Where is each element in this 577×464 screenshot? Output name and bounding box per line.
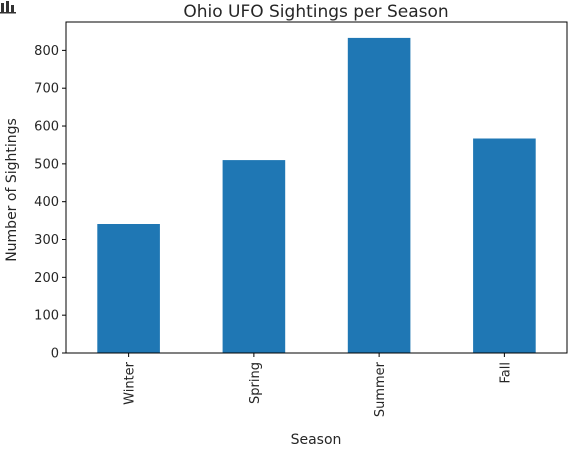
y-tick-label: 100 bbox=[34, 309, 59, 324]
x-tick-label: Winter bbox=[123, 361, 138, 405]
chart-title: Ohio UFO Sightings per Season bbox=[183, 2, 448, 22]
x-tick-label: Spring bbox=[248, 362, 263, 404]
y-tick-label: 200 bbox=[34, 271, 59, 286]
y-tick-label: 400 bbox=[34, 195, 59, 210]
x-axis-ticks: Winter Spring Summer Fall bbox=[123, 353, 513, 417]
bar-summer bbox=[347, 37, 411, 354]
y-axis-label: Number of Sightings bbox=[4, 118, 20, 262]
x-tick-label: Fall bbox=[498, 362, 513, 383]
bar-chart-icon[interactable] bbox=[0, 0, 16, 14]
x-tick-label: Summer bbox=[373, 361, 388, 417]
y-tick-label: 800 bbox=[34, 44, 59, 59]
y-tick-label: 600 bbox=[34, 120, 59, 135]
bar-spring bbox=[222, 160, 286, 353]
y-axis-ticks: 0 100 200 300 400 500 600 700 800 bbox=[34, 44, 66, 362]
y-tick-label: 500 bbox=[34, 157, 59, 172]
bar-winter bbox=[97, 224, 160, 353]
bars-group bbox=[97, 37, 536, 354]
y-tick-label: 700 bbox=[34, 82, 59, 97]
y-tick-label: 0 bbox=[51, 347, 59, 362]
plot-frame bbox=[65, 21, 568, 354]
x-axis-label: Season bbox=[291, 432, 342, 448]
bar-fall bbox=[473, 138, 536, 353]
y-tick-label: 300 bbox=[34, 233, 59, 248]
